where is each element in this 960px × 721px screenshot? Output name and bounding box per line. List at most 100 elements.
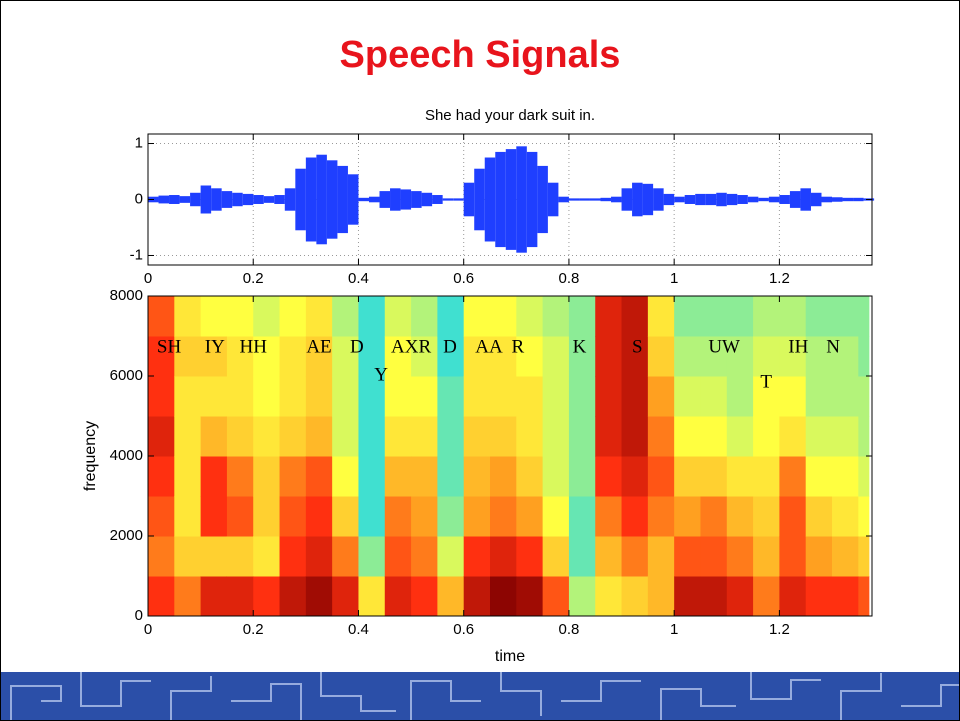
spectrogram-cell bbox=[516, 496, 543, 537]
waveform-segment bbox=[274, 195, 285, 204]
spectrogram-cell bbox=[280, 296, 307, 337]
spectrogram-cell bbox=[674, 536, 701, 577]
spectrogram-cell bbox=[700, 376, 727, 417]
waveform-segment bbox=[716, 193, 727, 206]
spectrogram-cell bbox=[753, 536, 780, 577]
spectrogram-cell bbox=[437, 376, 464, 417]
phoneme-label: N bbox=[826, 336, 840, 357]
spectrogram-cell bbox=[569, 576, 596, 617]
spectrogram-cell bbox=[595, 456, 622, 497]
spectrogram-cell bbox=[648, 376, 675, 417]
waveform-segment bbox=[243, 194, 254, 205]
spectrogram-cell bbox=[569, 416, 596, 457]
phoneme-label: K bbox=[573, 336, 587, 357]
spectrogram-cell bbox=[753, 296, 780, 337]
spectrogram-cell bbox=[148, 576, 175, 617]
spectrogram-cell bbox=[622, 376, 649, 417]
spectrogram-cell bbox=[437, 576, 464, 617]
spectrogram-cell bbox=[569, 376, 596, 417]
waveform-segment bbox=[769, 197, 780, 203]
spectrogram-cell bbox=[858, 536, 869, 577]
spectrogram-cell bbox=[253, 496, 280, 537]
waveform-segment bbox=[695, 194, 706, 205]
spectrogram-cell bbox=[648, 416, 675, 457]
waveform-segment bbox=[558, 197, 569, 203]
spectrogram-cell bbox=[148, 496, 175, 537]
x-tick-label: 1.2 bbox=[769, 621, 790, 638]
waveform-segment bbox=[369, 197, 380, 203]
spectrogram-cell bbox=[622, 536, 649, 577]
spectrogram-cell bbox=[674, 416, 701, 457]
spectrogram-cell bbox=[490, 376, 517, 417]
x-tick-label: 0.4 bbox=[348, 270, 369, 287]
spectrogram-cell bbox=[779, 416, 806, 457]
x-tick-label: 0.2 bbox=[243, 270, 264, 287]
waveform-segment bbox=[548, 183, 559, 217]
spectrogram-cell bbox=[806, 576, 833, 617]
spectrogram-cell bbox=[332, 376, 359, 417]
waveform-segment bbox=[295, 169, 306, 231]
waveform-segment bbox=[527, 152, 538, 247]
phoneme-label: D bbox=[443, 336, 457, 357]
spectrogram-cell bbox=[411, 536, 438, 577]
spectrogram-cell bbox=[385, 296, 412, 337]
spectrogram-cell bbox=[569, 496, 596, 537]
spectrogram-cell bbox=[306, 536, 333, 577]
plot-title: She had your dark suit in. bbox=[425, 107, 595, 124]
waveform-segment bbox=[358, 198, 369, 201]
waveform-segment bbox=[253, 195, 264, 204]
phoneme-label: SH bbox=[157, 336, 182, 357]
spectrogram-cell bbox=[306, 376, 333, 417]
spectrogram-cell bbox=[201, 496, 228, 537]
x-tick-label: 0.8 bbox=[559, 621, 580, 638]
spectrogram-cell bbox=[148, 536, 175, 577]
spectrogram-cell bbox=[648, 336, 675, 377]
spectrogram-cell bbox=[516, 456, 543, 497]
waveform-segment bbox=[380, 191, 391, 208]
spectrogram-cell bbox=[253, 576, 280, 617]
spectrogram-cell bbox=[490, 496, 517, 537]
waveform-segment bbox=[327, 160, 338, 238]
waveform-segment bbox=[674, 197, 685, 203]
spectrogram-cell bbox=[464, 576, 491, 617]
spectrogram-cell bbox=[543, 536, 570, 577]
spectrogram-cell bbox=[595, 296, 622, 337]
spectrogram-cell bbox=[727, 296, 754, 337]
spectrogram-cell bbox=[543, 296, 570, 337]
waveform-segment bbox=[790, 191, 801, 208]
spectrogram-cell bbox=[543, 336, 570, 377]
x-axis-label: time bbox=[495, 648, 525, 665]
spectrogram-cell bbox=[753, 496, 780, 537]
waveform-segment bbox=[516, 146, 527, 252]
spectrogram-cell bbox=[358, 416, 385, 457]
x-tick-label: 1.2 bbox=[769, 270, 790, 287]
spectrogram-cell bbox=[253, 296, 280, 337]
spectrogram-cell bbox=[595, 376, 622, 417]
spectrogram-cell bbox=[674, 456, 701, 497]
phoneme-label: D bbox=[350, 336, 364, 357]
spectrogram-cell bbox=[280, 536, 307, 577]
spectrogram-cell bbox=[753, 416, 780, 457]
spectrogram-cell bbox=[490, 456, 517, 497]
waveform-segment bbox=[453, 198, 464, 200]
spectrogram-cell bbox=[858, 496, 869, 537]
spectrogram-cell bbox=[490, 536, 517, 577]
spectrogram-cell bbox=[411, 376, 438, 417]
spectrogram-cell bbox=[806, 296, 833, 337]
spectrogram-cell bbox=[674, 296, 701, 337]
spectrogram-cell bbox=[543, 376, 570, 417]
waveform-segment bbox=[601, 198, 612, 201]
spectrogram-cell bbox=[227, 296, 254, 337]
spectrogram-cell bbox=[622, 416, 649, 457]
waveform-segment bbox=[285, 188, 296, 210]
spectrogram-cell bbox=[437, 416, 464, 457]
phoneme-label: AA bbox=[475, 336, 503, 357]
waveform-segment bbox=[337, 166, 348, 233]
waveform-segment bbox=[611, 197, 622, 203]
spectrogram-cell bbox=[595, 576, 622, 617]
y-tick-label: 1 bbox=[135, 134, 143, 151]
spectrogram-cell bbox=[490, 296, 517, 337]
spectrogram-cell bbox=[543, 416, 570, 457]
waveform-segment bbox=[685, 195, 696, 204]
spectrogram-cell bbox=[385, 376, 412, 417]
